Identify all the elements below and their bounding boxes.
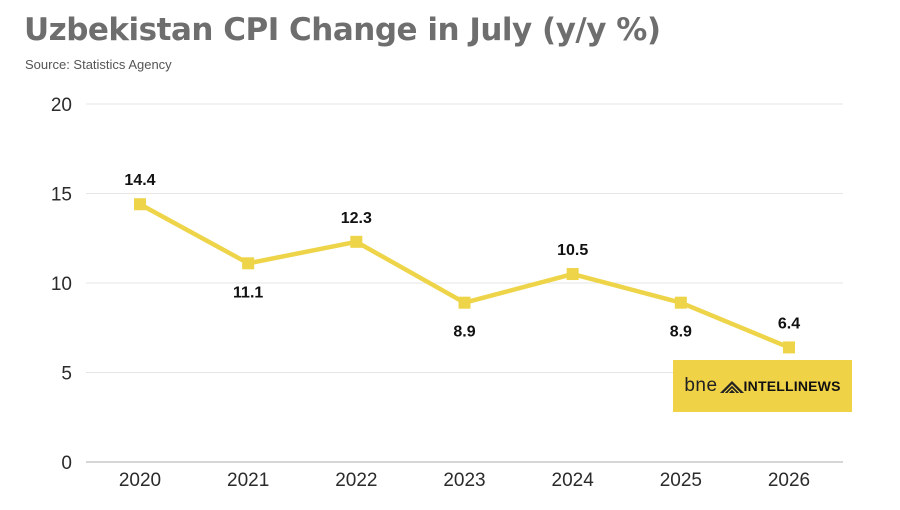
data-label: 10.5 <box>557 242 588 259</box>
data-point-marker <box>458 296 471 309</box>
x-tick-label: 2025 <box>660 470 702 491</box>
data-label: 11.1 <box>233 284 263 301</box>
x-tick-label: 2023 <box>443 470 485 491</box>
x-tick-label: 2021 <box>227 470 269 491</box>
y-tick-label: 5 <box>61 364 72 385</box>
x-tick-label: 2026 <box>768 470 810 491</box>
data-label: 12.3 <box>341 210 372 227</box>
y-tick-label: 15 <box>51 185 72 206</box>
data-point-marker <box>783 341 795 354</box>
x-tick-label: 2024 <box>552 470 595 491</box>
data-label: 14.4 <box>124 172 155 189</box>
chart-source: Source: Statistics Agency <box>25 57 172 72</box>
chart-title: Uzbekistan CPI Change in July (y/y %) <box>24 12 661 48</box>
y-tick-label: 0 <box>61 453 72 474</box>
data-point-marker <box>674 296 687 309</box>
logo-prefix: bne <box>684 375 718 396</box>
data-point-marker <box>566 268 579 281</box>
x-tick-label: 2020 <box>119 470 161 491</box>
mountain-icon <box>719 381 744 393</box>
data-label: 6.4 <box>778 315 800 332</box>
logo-name: INTELLINEWS <box>743 378 841 394</box>
data-label: 8.9 <box>670 324 692 341</box>
x-tick-label: 2022 <box>335 470 377 491</box>
data-point-marker <box>242 257 255 270</box>
y-tick-label: 10 <box>51 274 72 295</box>
y-tick-label: 20 <box>51 95 72 116</box>
bne-intellinews-logo: bne INTELLINEWS <box>673 360 852 412</box>
data-point-marker <box>350 235 363 248</box>
data-point-marker <box>134 198 146 211</box>
data-label: 8.9 <box>453 324 475 341</box>
